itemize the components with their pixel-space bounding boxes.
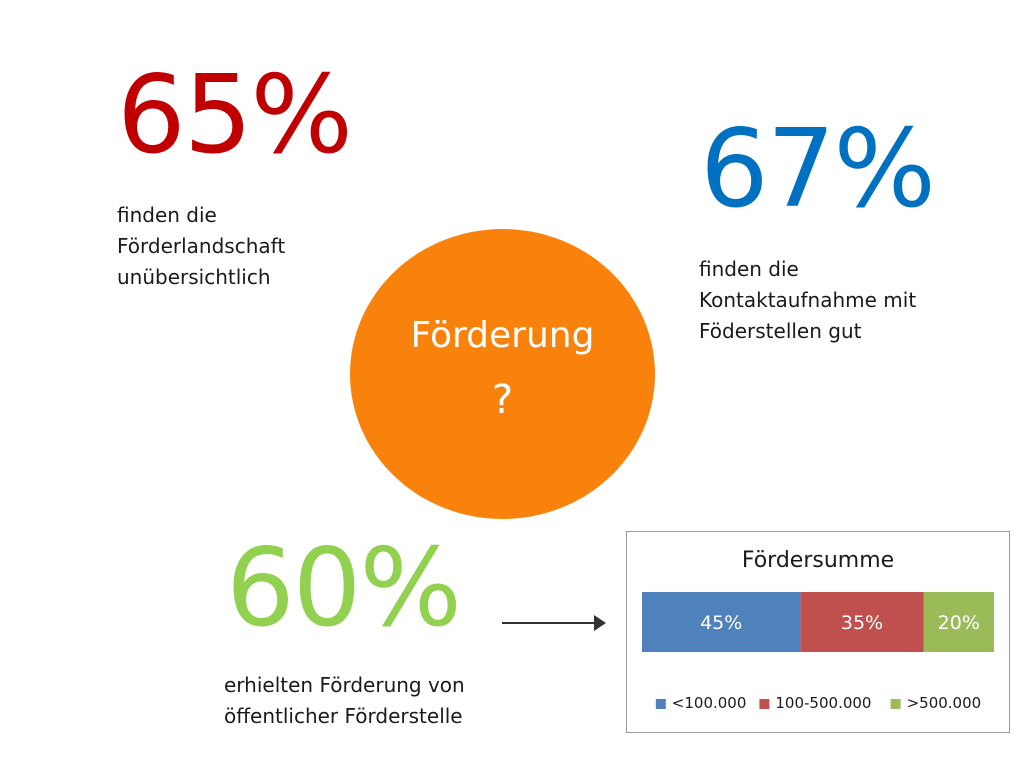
bar-segment-1 — [642, 592, 801, 652]
circle-title: Förderung — [410, 315, 595, 356]
legend-label: <100.000 — [672, 694, 747, 712]
description-line: Kontaktaufnahme mit — [699, 288, 917, 312]
chart-title: Fördersumme — [742, 548, 894, 573]
legend-swatch — [890, 699, 901, 709]
data-label: 20% — [938, 612, 980, 634]
description-line: Föderstellen gut — [699, 319, 862, 343]
stat-value-unuebersichtlich: 65% — [117, 53, 353, 178]
description-line: öffentlicher Förderstelle — [224, 704, 463, 728]
description-line: finden die — [117, 203, 217, 227]
legend-label: >500.000 — [907, 694, 982, 712]
stat-value-foerderung-erhalten: 60% — [226, 526, 462, 651]
description-line: finden die — [699, 257, 799, 281]
stat-description-unuebersichtlich: finden die Förderlandschaft unübersichtl… — [117, 200, 285, 293]
stat-description-kontaktaufnahme: finden die Kontaktaufnahme mit Föderstel… — [699, 254, 916, 347]
legend-label: 100-500.000 — [775, 694, 871, 712]
legend-swatch — [655, 699, 666, 709]
foerdersumme-chart: Fördersumme 45% 35% 20% <100.000 100-500.000 >… — [626, 531, 1010, 733]
question-mark: ? — [491, 377, 514, 423]
foerderung-circle: Förderung ? — [350, 229, 655, 519]
legend-swatch — [759, 699, 770, 709]
bar-segment-3 — [923, 592, 994, 652]
stat-value-kontaktaufnahme: 67% — [700, 107, 936, 232]
description-line: unübersichtlich — [117, 265, 271, 289]
description-line: Förderlandschaft — [117, 234, 286, 258]
stat-description-foerderung-erhalten: erhielten Förderung von öffentlicher För… — [224, 670, 465, 732]
bar-segment-2 — [800, 592, 924, 652]
data-label: 45% — [700, 612, 742, 634]
description-line: erhielten Förderung von — [224, 673, 465, 697]
data-label: 35% — [841, 612, 883, 634]
chart-svg: Fördersumme 45% 35% 20% <100.000 100-500.000 >… — [642, 548, 994, 712]
